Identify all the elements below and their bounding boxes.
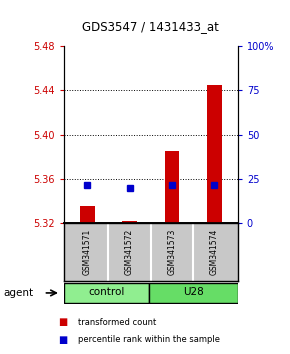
- Text: GSM341573: GSM341573: [168, 229, 177, 275]
- Text: GSM341574: GSM341574: [210, 229, 219, 275]
- Bar: [207, 85, 222, 223]
- Text: U28: U28: [183, 287, 204, 297]
- Text: ■: ■: [58, 317, 67, 327]
- Text: GDS3547 / 1431433_at: GDS3547 / 1431433_at: [82, 20, 219, 33]
- Text: GSM341572: GSM341572: [125, 229, 134, 275]
- Bar: [122, 221, 137, 223]
- Bar: [165, 151, 180, 223]
- Text: agent: agent: [3, 288, 33, 298]
- Text: control: control: [88, 287, 124, 297]
- Bar: [149, 282, 238, 303]
- Text: ■: ■: [58, 335, 67, 345]
- Text: GSM341571: GSM341571: [83, 229, 92, 275]
- Bar: [80, 206, 95, 223]
- Bar: [64, 282, 149, 303]
- Text: transformed count: transformed count: [78, 318, 157, 327]
- Text: percentile rank within the sample: percentile rank within the sample: [78, 335, 220, 344]
